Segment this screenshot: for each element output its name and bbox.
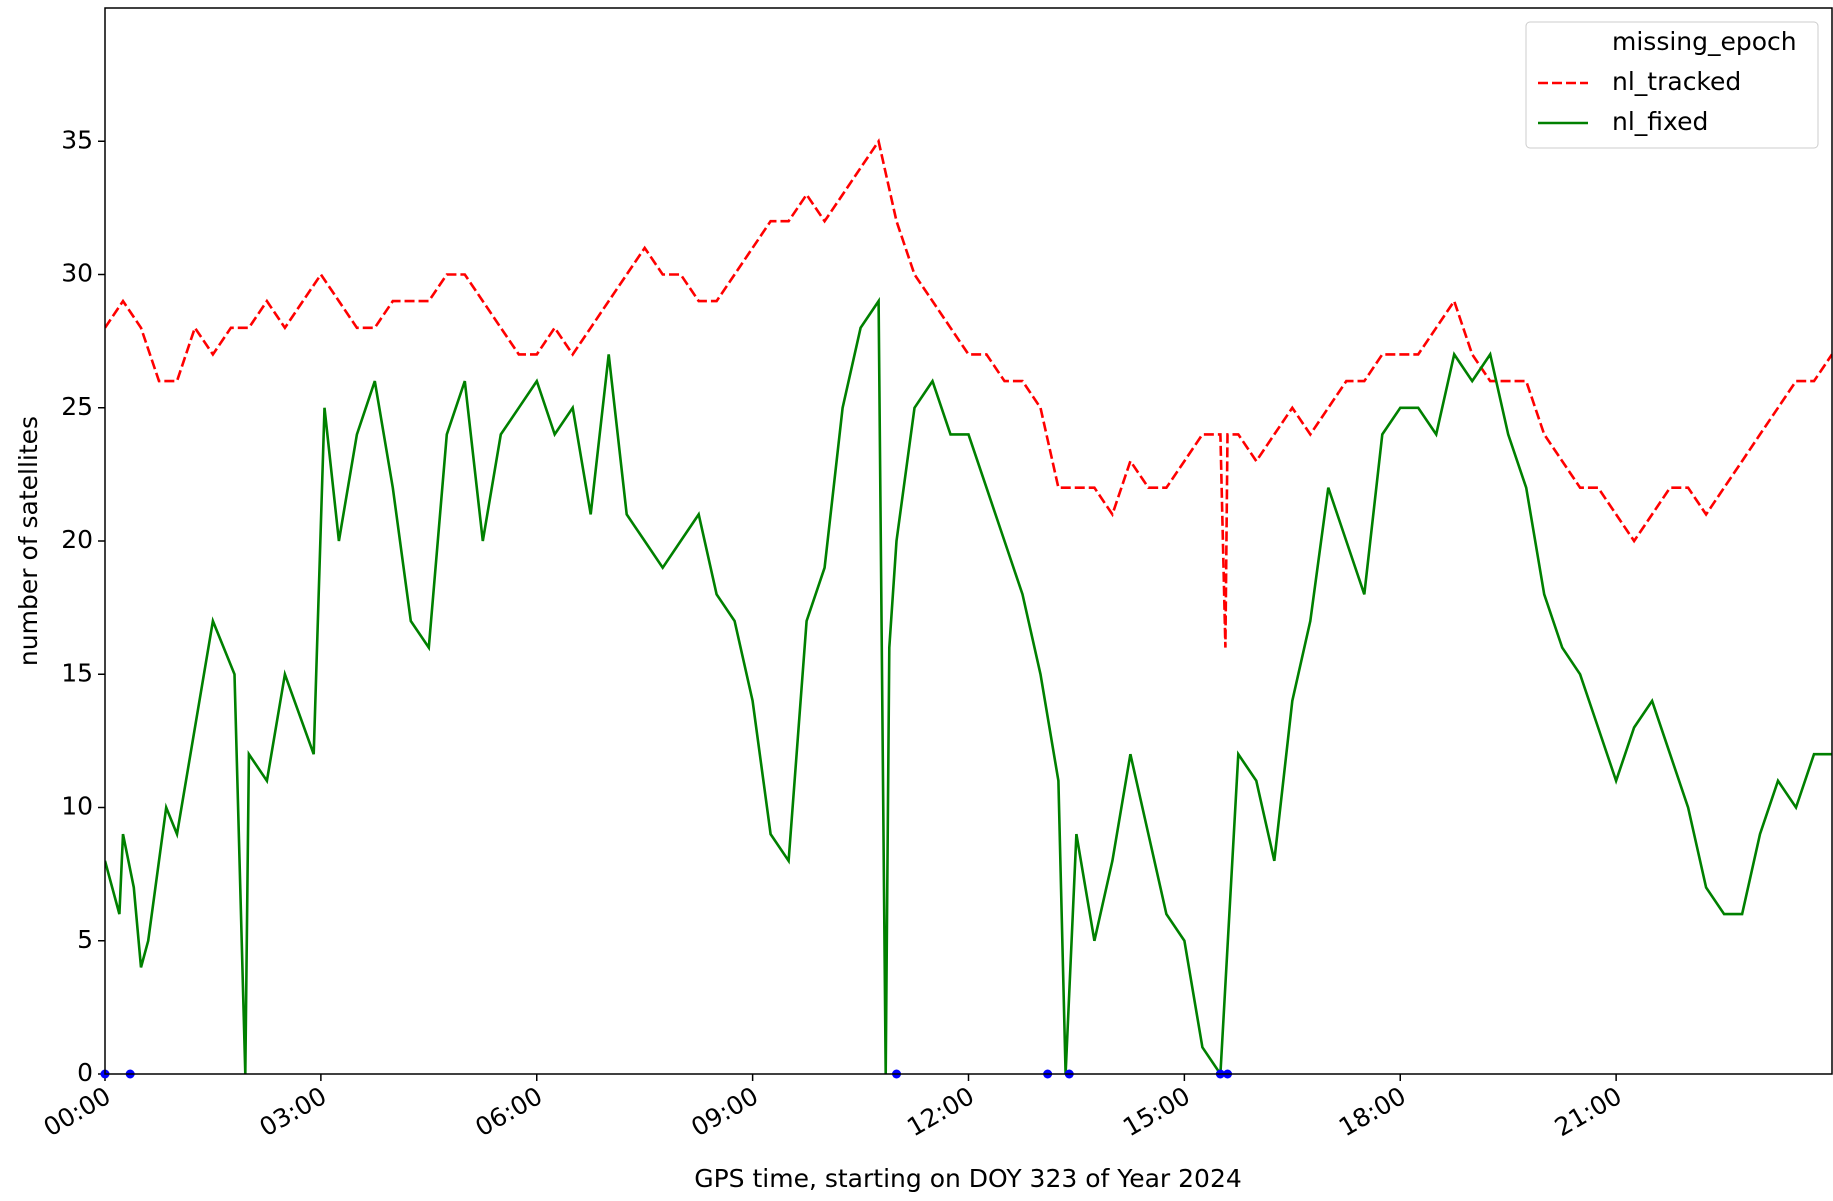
series-line <box>105 296 1832 1074</box>
y-tick-label: 0 <box>77 1058 93 1087</box>
series-line <box>105 138 1832 648</box>
y-axis-label: number of satellites <box>14 416 43 666</box>
y-tick-label: 15 <box>61 658 93 687</box>
legend-label: missing_epoch <box>1612 27 1797 56</box>
y-tick-label: 35 <box>61 125 93 154</box>
x-tick-label: 03:00 <box>254 1081 331 1142</box>
y-tick-label: 5 <box>77 925 93 954</box>
x-tick-label: 15:00 <box>1118 1081 1195 1142</box>
y-tick-label: 20 <box>61 525 93 554</box>
x-tick-label: 09:00 <box>686 1081 763 1142</box>
y-tick-label: 25 <box>61 392 93 421</box>
legend-box <box>1525 21 1819 149</box>
x-axis-label: GPS time, starting on DOY 323 of Year 20… <box>694 1164 1242 1193</box>
y-tick-label: 30 <box>61 259 93 288</box>
y-tick-label: 10 <box>61 792 93 821</box>
x-tick-label: 06:00 <box>470 1081 547 1142</box>
x-tick-label: 21:00 <box>1550 1081 1627 1142</box>
x-tick-label: 12:00 <box>902 1081 979 1142</box>
plot-frame <box>104 7 1833 1075</box>
legend-label: nl_tracked <box>1612 67 1741 96</box>
x-tick-label: 00:00 <box>39 1081 116 1142</box>
x-tick-label: 18:00 <box>1334 1081 1411 1142</box>
legend-label: nl_fixed <box>1612 107 1708 136</box>
